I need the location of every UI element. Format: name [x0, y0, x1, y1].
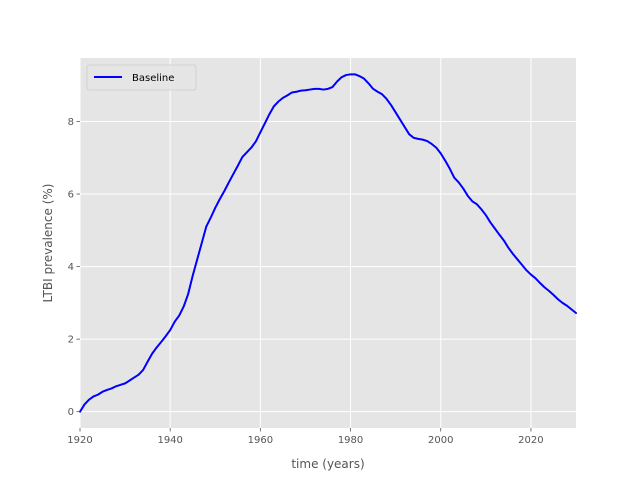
- y-tick-label: 4: [68, 262, 74, 273]
- y-axis-label: LTBI prevalence (%): [41, 184, 55, 303]
- x-tick-label: 2000: [428, 435, 453, 446]
- plot-background: [80, 58, 576, 428]
- x-tick-label: 1940: [157, 435, 182, 446]
- y-tick-label: 6: [68, 190, 74, 201]
- x-tick-label: 1920: [67, 435, 92, 446]
- y-tick-label: 8: [68, 117, 74, 128]
- series-line-baseline: [79, 73, 577, 413]
- legend-box: [86, 64, 197, 91]
- x-tick-label: 1980: [338, 435, 363, 446]
- axis-ticks: 1920 1940 1960 1980 2000 2020 0 2 4 6 8: [67, 117, 543, 446]
- legend: Baseline: [86, 64, 197, 91]
- x-axis-label: time (years): [291, 457, 364, 471]
- series-layer: [79, 73, 577, 413]
- y-tick-label: 2: [68, 335, 74, 346]
- legend-label: Baseline: [132, 73, 174, 84]
- x-tick-label: 2020: [518, 435, 543, 446]
- grid-lines: [79, 58, 576, 428]
- x-tick-label: 1960: [248, 435, 273, 446]
- y-tick-label: 0: [68, 407, 74, 418]
